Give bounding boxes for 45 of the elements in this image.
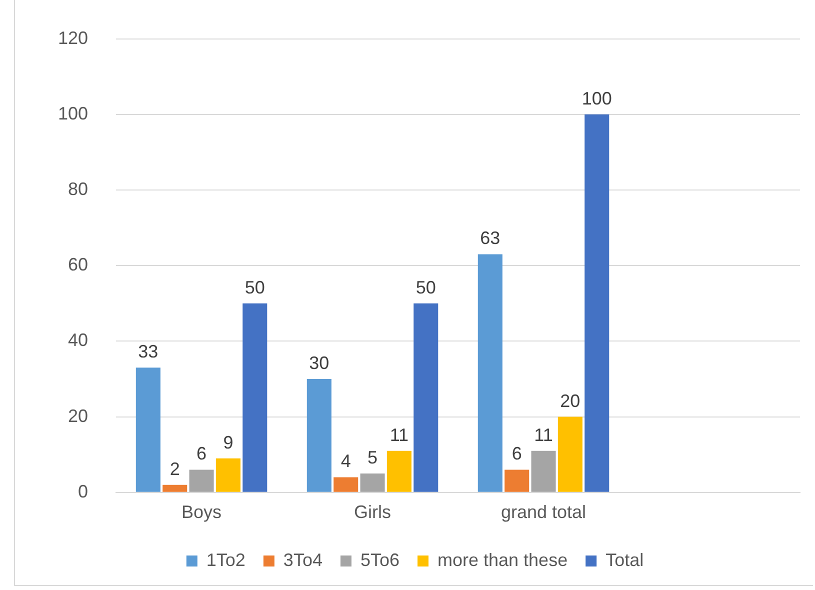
bar — [584, 114, 610, 492]
bar — [334, 477, 358, 492]
data-label: 4 — [340, 451, 351, 472]
bar — [478, 254, 502, 492]
x-tick-label: grand total — [500, 502, 586, 522]
bar — [414, 303, 438, 492]
y-tick-label: 120 — [58, 28, 88, 48]
bar — [136, 368, 160, 492]
data-label: 11 — [390, 424, 409, 445]
data-label: 2 — [170, 458, 180, 479]
y-tick-label: 20 — [68, 406, 88, 426]
x-tick-label: Boys — [182, 502, 222, 522]
legend-label: 3To4 — [283, 550, 322, 570]
y-tick-label: 100 — [58, 103, 88, 124]
bar — [386, 450, 412, 492]
data-label: 20 — [560, 390, 580, 411]
y-tick-label: 60 — [68, 254, 88, 275]
data-label: 100 — [582, 88, 612, 108]
y-tick-label: 80 — [68, 178, 88, 199]
bar — [504, 470, 530, 492]
data-label: 33 — [138, 342, 158, 362]
bar — [242, 303, 268, 492]
y-tick-label: 40 — [68, 330, 88, 350]
legend-label: 5To6 — [360, 550, 400, 570]
bar — [216, 458, 240, 492]
data-label: 6 — [196, 444, 207, 464]
legend-label: 1To2 — [206, 550, 246, 570]
bar — [558, 416, 582, 492]
bar — [306, 379, 332, 492]
data-label: 11 — [534, 424, 553, 445]
data-label: 30 — [309, 352, 330, 373]
data-label: 5 — [368, 447, 378, 468]
bar — [531, 450, 556, 492]
data-label: 63 — [480, 228, 500, 248]
x-tick-label: Girls — [354, 502, 392, 522]
legend-label: Total — [606, 550, 644, 570]
bar — [360, 474, 385, 492]
data-label: 6 — [512, 444, 522, 464]
data-label: 50 — [416, 277, 436, 298]
legend-label: more than these — [438, 550, 568, 570]
y-tick-label: 0 — [78, 481, 88, 502]
data-label: 9 — [223, 432, 234, 452]
bar — [189, 470, 214, 492]
data-label: 50 — [244, 277, 265, 298]
bar — [162, 484, 188, 492]
